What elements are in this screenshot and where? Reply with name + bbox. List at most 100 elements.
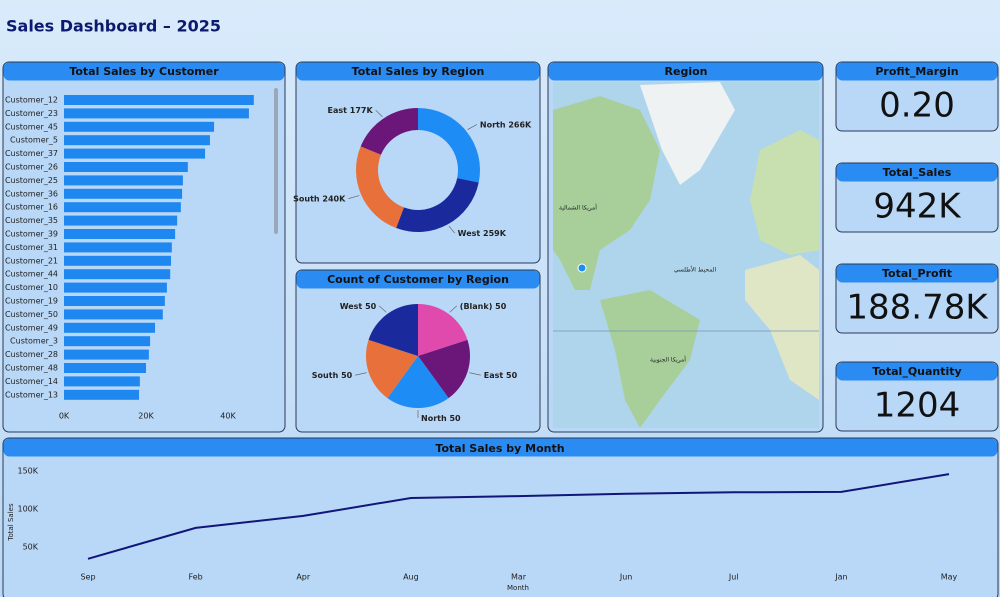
x-tick-label: 20K bbox=[138, 412, 154, 421]
y-tick-label: 100K bbox=[17, 504, 38, 513]
x-tick-label: Sep bbox=[80, 573, 95, 582]
bar bbox=[64, 188, 183, 199]
y-tick-label: Customer_12 bbox=[5, 96, 58, 105]
data-label: (Blank) 50 bbox=[460, 301, 507, 310]
data-label: West 259K bbox=[458, 229, 507, 238]
slice bbox=[387, 356, 449, 408]
slice bbox=[360, 108, 418, 155]
bar bbox=[64, 269, 171, 280]
x-tick-label: 40K bbox=[220, 412, 236, 421]
category-label: South bbox=[293, 194, 320, 203]
bar bbox=[64, 349, 149, 360]
bar bbox=[64, 229, 176, 239]
y-tick-label: Customer_25 bbox=[5, 176, 58, 185]
x-tick-label: Mar bbox=[511, 573, 527, 582]
leader-line bbox=[448, 225, 455, 234]
bar bbox=[64, 363, 146, 373]
map bbox=[553, 82, 819, 428]
kpi-value: 942K bbox=[873, 187, 962, 227]
bar bbox=[64, 322, 156, 333]
kpi-header bbox=[836, 362, 998, 381]
bar bbox=[64, 376, 140, 387]
y-tick-label: Customer_44 bbox=[5, 270, 58, 279]
value-label: 50 bbox=[449, 414, 461, 423]
bar bbox=[64, 242, 172, 253]
bar bbox=[64, 95, 254, 105]
kpi-value: 0.20 bbox=[879, 86, 955, 126]
y-tick-label: Customer_36 bbox=[5, 189, 58, 198]
y-tick-label: Customer_49 bbox=[5, 323, 58, 332]
bar bbox=[64, 282, 167, 293]
map-label: أمريكا الشمالية bbox=[559, 204, 597, 212]
y-tick-label: Customer_50 bbox=[5, 310, 58, 319]
data-label: North 266K bbox=[480, 120, 532, 129]
leader-line bbox=[379, 305, 387, 313]
x-tick-label: Jun bbox=[619, 573, 633, 582]
y-tick-label: Customer_35 bbox=[5, 216, 58, 225]
bar bbox=[64, 389, 140, 400]
y-tick-label: Customer_37 bbox=[5, 149, 58, 158]
x-tick-label: Apr bbox=[296, 573, 311, 582]
dashboard-title: Sales Dashboard – 2025 bbox=[6, 17, 221, 36]
value-label: 50 bbox=[495, 301, 507, 310]
x-axis-title: Month bbox=[507, 584, 529, 592]
x-tick-label: Jan bbox=[834, 573, 847, 582]
y-tick-label: Customer_3 bbox=[10, 337, 58, 346]
kpi-header bbox=[836, 264, 998, 283]
y-tick-label: Customer_31 bbox=[5, 243, 58, 252]
kpi-header bbox=[836, 62, 998, 81]
slice bbox=[418, 304, 468, 356]
panel-title: Total Sales by Month bbox=[435, 442, 564, 455]
value-label: 259K bbox=[483, 229, 507, 238]
category-label: West bbox=[458, 229, 481, 238]
value-label: 50 bbox=[365, 301, 377, 310]
y-tick-label: Customer_39 bbox=[5, 230, 58, 239]
x-tick-label: Aug bbox=[403, 573, 419, 582]
y-axis-title: Total Sales bbox=[7, 503, 15, 542]
slice bbox=[355, 146, 404, 229]
category-label: South bbox=[312, 371, 339, 380]
value-label: 266K bbox=[508, 120, 532, 129]
bar bbox=[64, 202, 181, 213]
category-label: North bbox=[421, 414, 447, 423]
value-label: 177K bbox=[350, 106, 374, 115]
category-label: East bbox=[328, 106, 348, 115]
x-tick-label: 0K bbox=[59, 412, 70, 421]
y-tick-label: Customer_10 bbox=[5, 283, 58, 292]
bar bbox=[64, 175, 183, 186]
leader-line bbox=[467, 124, 478, 130]
bar bbox=[64, 108, 249, 119]
kpi-value: 188.78K bbox=[846, 288, 989, 328]
category-label: West bbox=[340, 301, 363, 310]
data-label: East 177K bbox=[328, 106, 374, 115]
data-label: South 240K bbox=[293, 194, 346, 203]
kpi-value: 1204 bbox=[874, 386, 961, 426]
bar bbox=[64, 121, 215, 132]
leader-line bbox=[375, 109, 383, 118]
line bbox=[87, 473, 950, 560]
leader-line bbox=[348, 195, 360, 200]
leader-line bbox=[355, 372, 367, 376]
panel-title: Count of Customer by Region bbox=[327, 273, 509, 286]
y-tick-label: Customer_28 bbox=[5, 350, 58, 359]
y-tick-label: Customer_13 bbox=[5, 390, 58, 399]
slice bbox=[366, 339, 418, 399]
y-tick-label: Customer_45 bbox=[5, 122, 58, 131]
bar bbox=[64, 336, 151, 347]
kpi-title: Total_Sales bbox=[883, 166, 952, 179]
slice bbox=[418, 108, 480, 183]
bar bbox=[64, 162, 188, 172]
y-tick-label: Customer_14 bbox=[5, 377, 58, 386]
value-label: 50 bbox=[341, 371, 353, 380]
slice bbox=[396, 178, 479, 232]
map-label: أمريكا الجنوبية bbox=[650, 356, 686, 364]
value-label: 50 bbox=[506, 371, 518, 380]
y-tick-label: 150K bbox=[17, 467, 38, 476]
data-label: South 50 bbox=[312, 371, 353, 380]
kpi-title: Total_Profit bbox=[882, 267, 952, 280]
data-label: West 50 bbox=[340, 301, 377, 310]
kpi-title: Profit_Margin bbox=[875, 65, 958, 78]
x-tick-label: May bbox=[941, 573, 958, 582]
category-label: North bbox=[480, 120, 506, 129]
